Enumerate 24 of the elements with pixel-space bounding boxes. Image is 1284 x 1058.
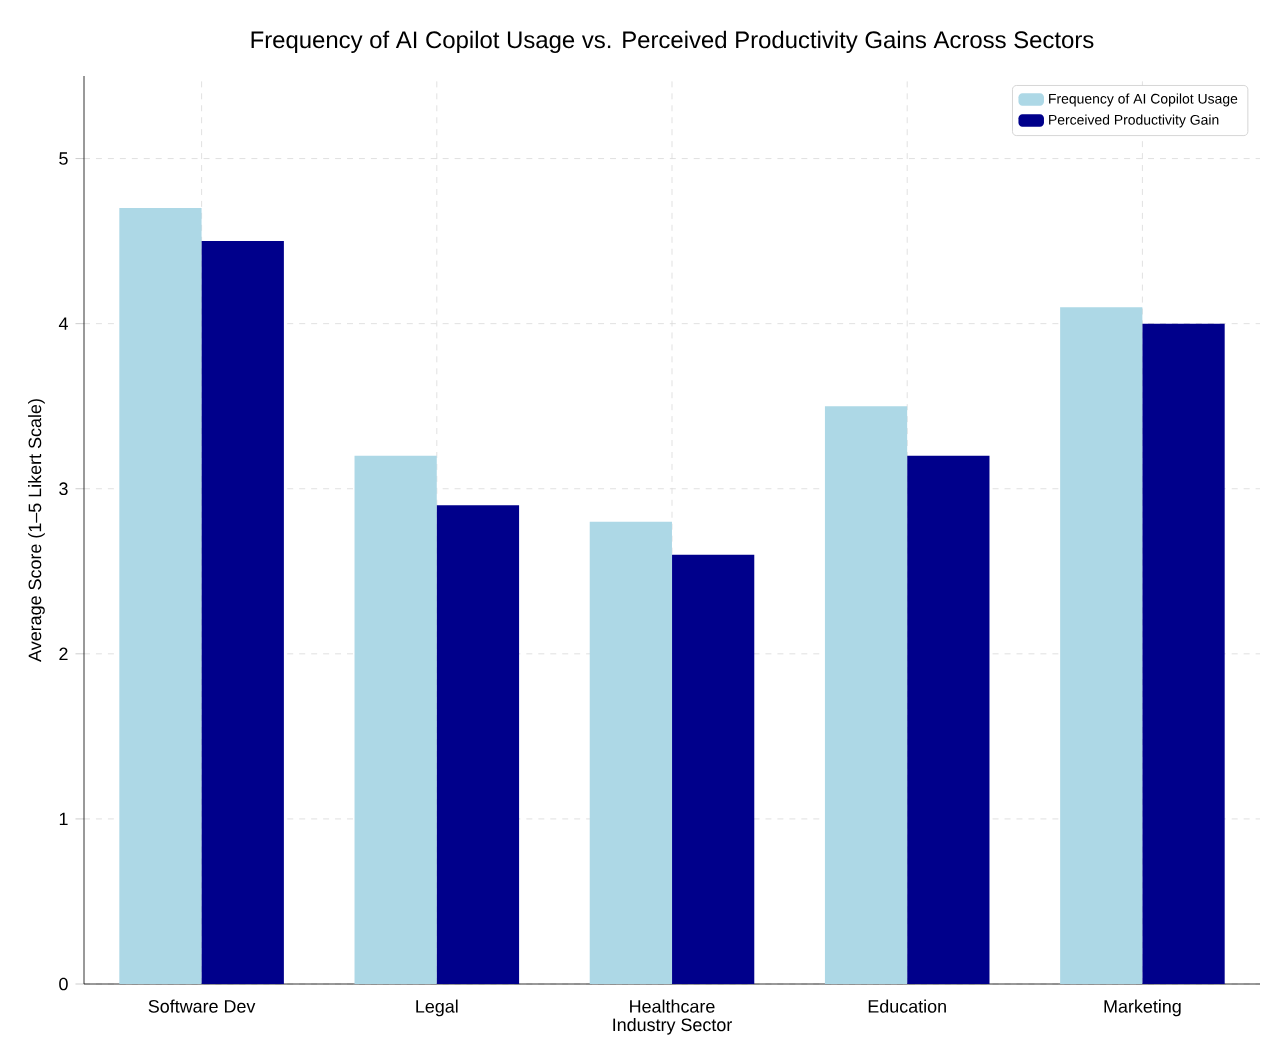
bar <box>824 406 908 984</box>
bar <box>1060 307 1143 984</box>
y-tick-label: 1 <box>59 812 68 826</box>
chart-title: Frequency of AI Copilot Usage vs. Perceived Productivity Gains Across Sectors <box>251 30 1094 54</box>
y-axis-title: Average Score (1–5 Likert Scale) <box>28 399 45 662</box>
bar <box>907 455 990 984</box>
x-tick-label: Education <box>868 999 946 1013</box>
x-tick-label: Legal <box>416 999 458 1017</box>
bar <box>1142 323 1225 984</box>
y-tick-label: 4 <box>58 317 68 330</box>
x-tick-label: Marketing <box>1104 999 1181 1017</box>
bar <box>354 455 437 984</box>
y-tick-label: 0 <box>59 977 68 991</box>
x-axis-title: Industry Sector <box>613 1017 732 1035</box>
x-tick-label: Software Dev <box>148 999 256 1013</box>
y-tick-label: 5 <box>59 152 68 165</box>
y-tick-label: 2 <box>59 647 68 661</box>
x-tick-label: Healthcare <box>630 999 715 1013</box>
bar <box>201 241 284 984</box>
bar <box>589 521 672 984</box>
bar <box>119 208 202 984</box>
bar <box>436 505 520 984</box>
y-tick-label: 3 <box>59 482 68 496</box>
bar <box>672 554 755 984</box>
